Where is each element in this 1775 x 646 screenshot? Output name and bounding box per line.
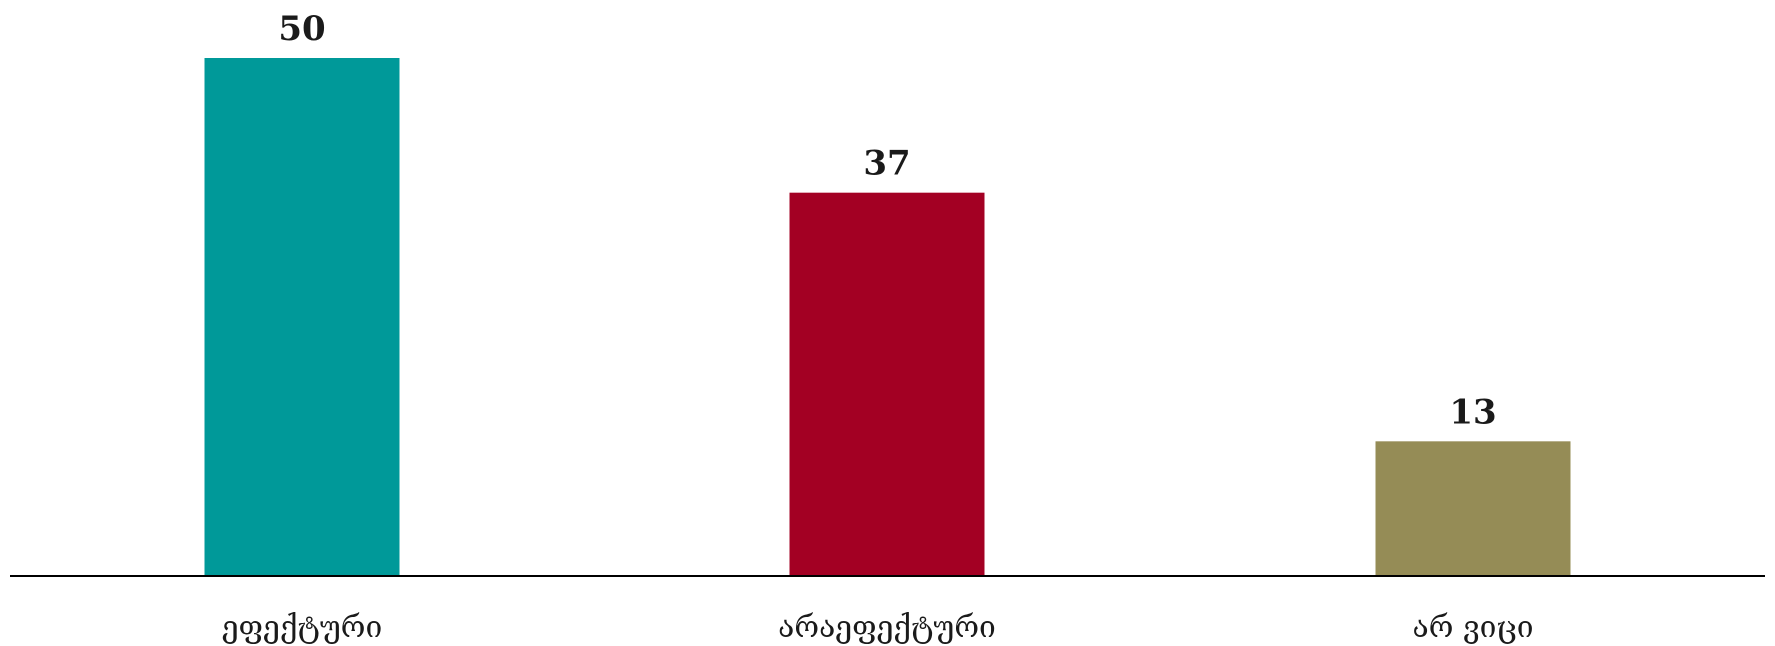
category-label-2: არაეფექტური <box>778 610 996 645</box>
bar-2 <box>789 192 985 576</box>
data-label-2: 37 <box>863 144 910 184</box>
bars-group <box>204 58 1571 576</box>
data-label-1: 50 <box>278 9 325 49</box>
bar-3 <box>1375 441 1571 576</box>
bar-1 <box>204 58 400 576</box>
value-labels-group: 50 37 13 <box>278 9 1496 432</box>
data-label-3: 13 <box>1449 392 1496 432</box>
category-label-3: არ ვიცი <box>1412 610 1533 645</box>
category-label-1: ეფექტური <box>222 610 383 645</box>
category-labels-group: ეფექტური არაეფექტური არ ვიცი <box>222 610 1534 645</box>
